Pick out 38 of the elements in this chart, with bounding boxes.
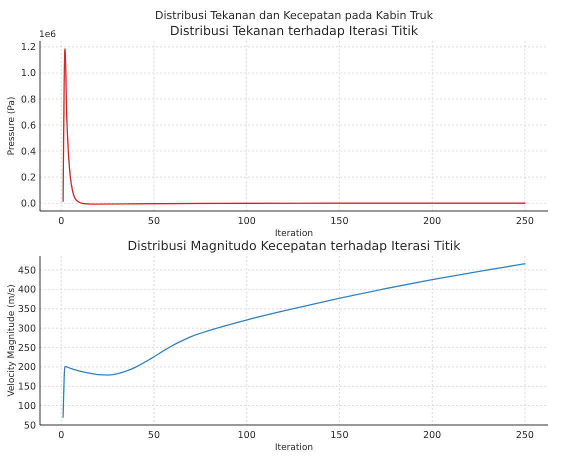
- y-tick-label: 1.2: [20, 42, 36, 54]
- y-tick-label: 0.8: [20, 94, 36, 106]
- x-tick-label: 50: [148, 216, 160, 227]
- chart-subtitle: Distribusi Tekanan terhadap Iterasi Titik: [170, 23, 419, 38]
- x-tick-label: 0: [58, 430, 64, 441]
- y-tick-label: 50: [24, 420, 36, 432]
- y-tick-label: 0.0: [20, 198, 36, 210]
- y-tick-label: 1.0: [20, 68, 36, 80]
- y-tick-label: 150: [18, 382, 36, 393]
- x-tick-label: 250: [516, 430, 534, 441]
- y-tick-label: 0.6: [20, 120, 36, 132]
- x-axis-title: Iteration: [274, 443, 314, 453]
- x-tick-label: 150: [330, 216, 349, 227]
- chart-title: Distribusi Tekanan dan Kecepatan pada Kabin Truk: [155, 9, 434, 22]
- line-series: [62, 263, 526, 418]
- y-tick-label: 0.2: [20, 172, 36, 184]
- y-axis-title: Velocity Magnitude (m/s): [7, 284, 17, 397]
- x-tick-label: 100: [238, 216, 256, 227]
- line-series: [62, 48, 526, 205]
- x-tick-label: 200: [423, 430, 442, 441]
- y-tick-label: 100: [18, 400, 36, 412]
- y-axis-title: Pressure (Pa): [7, 96, 17, 156]
- x-tick-label: 100: [238, 430, 256, 441]
- y-tick-label: 450: [18, 265, 36, 276]
- x-axis-title: Iteration: [274, 229, 314, 239]
- x-tick-label: 50: [148, 430, 160, 441]
- y-tick-label: 350: [18, 304, 36, 316]
- y-tick-label: 400: [18, 284, 36, 296]
- y-tick-label: 300: [18, 323, 36, 334]
- chart-title: Distribusi Magnitudo Kecepatan terhadap Iterasi Titik: [128, 238, 462, 253]
- x-tick-label: 250: [516, 216, 534, 227]
- x-tick-label: 200: [423, 216, 442, 227]
- text: 1e6: [39, 30, 56, 40]
- x-tick-label: 0: [58, 216, 64, 227]
- y-tick-label: 200: [18, 362, 36, 374]
- y-tick-label: 0.4: [20, 146, 36, 158]
- y-tick-label: 250: [18, 342, 36, 354]
- x-tick-label: 150: [330, 430, 349, 441]
